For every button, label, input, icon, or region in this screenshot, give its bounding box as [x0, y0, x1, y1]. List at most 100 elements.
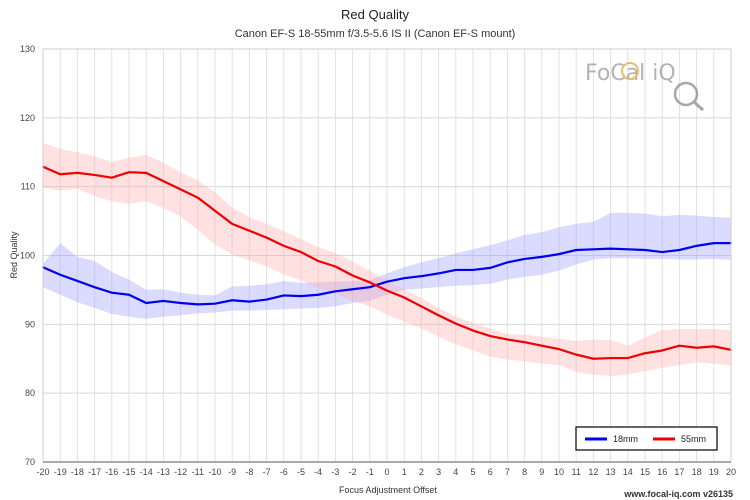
- data-point-55mm: [540, 344, 543, 347]
- data-point-55mm: [558, 348, 560, 351]
- x-tick-label: -6: [280, 467, 288, 477]
- x-tick-label: -8: [245, 467, 253, 477]
- confidence-bands: [43, 143, 731, 376]
- data-point-55mm: [145, 172, 148, 174]
- y-tick-label: 80: [25, 388, 35, 398]
- x-tick-label: -12: [174, 467, 187, 477]
- x-tick-label: -3: [331, 467, 339, 477]
- x-tick-label: 6: [488, 467, 493, 477]
- data-point-55mm: [196, 196, 199, 199]
- data-point-55mm: [506, 338, 509, 341]
- x-tick-label: 8: [522, 467, 527, 477]
- x-tick-label: 5: [470, 467, 475, 477]
- data-point-55mm: [179, 188, 182, 191]
- data-point-18mm: [506, 261, 509, 264]
- x-tick-label: -1: [366, 467, 374, 477]
- data-point-55mm: [644, 352, 646, 355]
- x-tick-label: -7: [263, 467, 271, 477]
- data-point-55mm: [282, 244, 285, 247]
- data-point-55mm: [472, 329, 474, 332]
- x-tick-label: -2: [349, 467, 357, 477]
- x-tick-label: 18: [692, 467, 702, 477]
- data-point-18mm: [540, 255, 543, 258]
- x-tick-label: 20: [726, 467, 736, 477]
- band-18mm: [43, 212, 731, 319]
- data-point-18mm: [420, 275, 423, 278]
- data-point-18mm: [110, 291, 113, 294]
- data-point-55mm: [59, 173, 62, 176]
- data-point-18mm: [626, 248, 629, 251]
- y-tick-label: 130: [20, 44, 35, 54]
- data-point-18mm: [248, 300, 251, 303]
- x-tick-label: 0: [384, 467, 389, 477]
- data-point-55mm: [128, 171, 130, 174]
- x-tick-label: 4: [453, 467, 458, 477]
- legend-label-55mm: 55mm: [681, 434, 706, 444]
- data-point-18mm: [300, 295, 302, 298]
- data-point-18mm: [454, 269, 457, 271]
- x-tick-label: 2: [419, 467, 424, 477]
- data-point-55mm: [489, 335, 492, 337]
- x-tick-label: -13: [157, 467, 170, 477]
- data-point-18mm: [644, 249, 646, 251]
- magnifier-icon: [673, 81, 699, 107]
- data-point-55mm: [403, 296, 406, 299]
- data-point-55mm: [626, 357, 629, 359]
- data-point-18mm: [128, 293, 130, 296]
- data-point-55mm: [334, 265, 337, 268]
- data-point-55mm: [76, 172, 79, 174]
- data-point-55mm: [575, 353, 578, 356]
- data-point-18mm: [678, 249, 681, 251]
- x-tick-label: -18: [71, 467, 84, 477]
- data-point-18mm: [179, 302, 182, 304]
- data-point-55mm: [678, 344, 681, 347]
- data-point-55mm: [712, 345, 715, 348]
- chart-subtitle: Canon EF-S 18-55mm f/3.5-5.6 IS II (Cano…: [235, 28, 516, 40]
- x-tick-label: 9: [539, 467, 544, 477]
- x-tick-label: 17: [674, 467, 684, 477]
- data-point-18mm: [145, 302, 148, 304]
- x-axis-label: Focus Adjustment Offset: [339, 485, 437, 495]
- focal-iq-logo: FoCal iQ: [585, 61, 704, 112]
- logo-text: FoCal iQ: [585, 61, 676, 86]
- x-tick-label: -16: [105, 467, 118, 477]
- y-tick-label: 100: [20, 251, 35, 261]
- y-axis-label: Red Quality: [9, 231, 19, 279]
- data-point-18mm: [661, 251, 664, 253]
- x-tick-label: -14: [140, 467, 153, 477]
- data-point-18mm: [437, 272, 440, 275]
- x-tick-label: 3: [436, 467, 441, 477]
- magnifier-handle: [693, 100, 704, 112]
- x-tick-label: 10: [554, 467, 564, 477]
- data-point-18mm: [231, 299, 234, 302]
- data-point-55mm: [661, 349, 664, 352]
- data-point-55mm: [110, 176, 113, 179]
- data-point-18mm: [712, 242, 715, 245]
- data-point-18mm: [265, 298, 268, 301]
- x-tick-label: 7: [505, 467, 510, 477]
- data-point-55mm: [368, 281, 371, 284]
- data-point-18mm: [93, 286, 96, 289]
- data-point-18mm: [76, 280, 79, 282]
- data-point-55mm: [437, 314, 440, 317]
- data-point-18mm: [523, 258, 526, 260]
- x-tick-label: -17: [88, 467, 101, 477]
- data-point-55mm: [300, 251, 302, 253]
- data-point-18mm: [317, 293, 320, 296]
- x-tick-label: 16: [657, 467, 667, 477]
- data-point-18mm: [368, 286, 371, 289]
- data-point-55mm: [420, 305, 423, 308]
- x-tick-label: 11: [572, 467, 581, 477]
- data-point-55mm: [609, 357, 612, 359]
- data-point-18mm: [282, 294, 285, 297]
- y-tick-label: 120: [20, 113, 35, 123]
- data-point-18mm: [351, 288, 354, 291]
- data-point-55mm: [523, 341, 526, 344]
- x-tick-label: 13: [606, 467, 616, 477]
- y-tick-label: 90: [25, 319, 35, 329]
- data-point-55mm: [386, 289, 388, 292]
- data-point-18mm: [334, 290, 337, 293]
- data-point-55mm: [351, 274, 354, 277]
- data-point-55mm: [214, 209, 216, 212]
- data-point-18mm: [558, 253, 560, 256]
